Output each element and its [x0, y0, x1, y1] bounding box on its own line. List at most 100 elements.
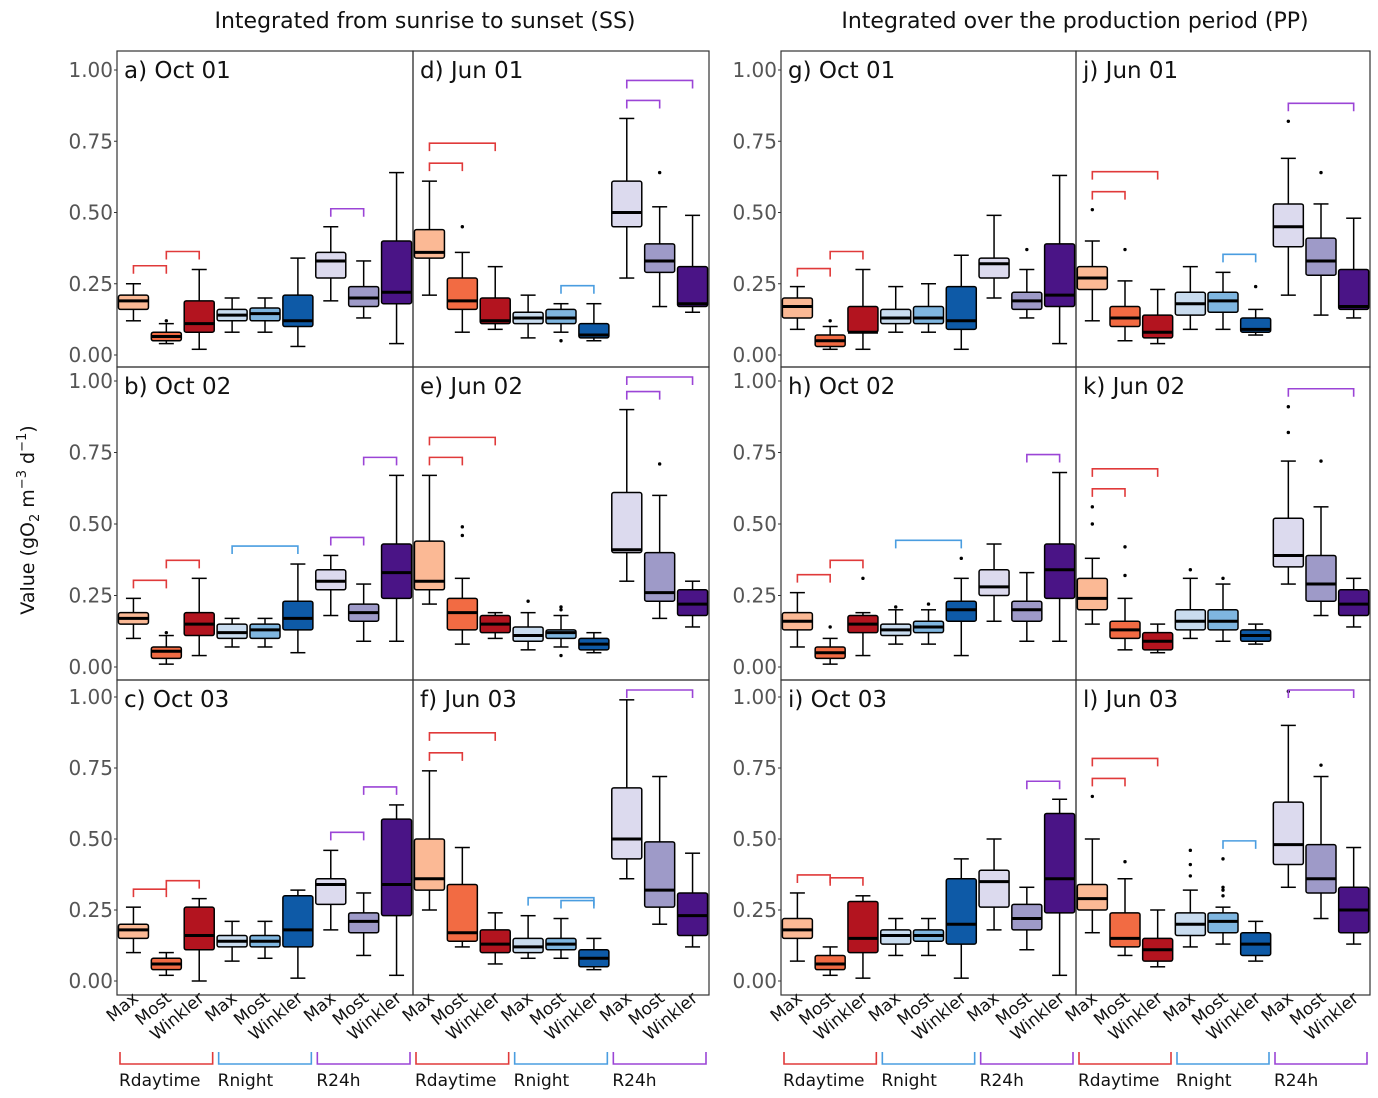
- outlier-point: [1286, 119, 1291, 124]
- outlier-point: [926, 602, 931, 606]
- y-tick-label: 0.25: [68, 898, 113, 922]
- outlier-point: [460, 533, 465, 538]
- box: [282, 895, 314, 948]
- significance-bracket: [1091, 468, 1159, 477]
- outlier-point: [1090, 794, 1095, 799]
- box: [1076, 577, 1109, 611]
- significance-bracket: [625, 79, 694, 89]
- outlier-point: [460, 225, 465, 229]
- panel-label: f) Jun 03: [420, 687, 517, 713]
- outlier-point: [1221, 894, 1225, 898]
- box: [1043, 243, 1076, 308]
- box: [611, 491, 643, 554]
- box: [676, 265, 709, 308]
- outlier-point: [657, 170, 662, 175]
- box: [847, 305, 879, 333]
- significance-bracket: [625, 689, 694, 698]
- outlier-point: [1188, 874, 1193, 878]
- significance-bracket: [362, 786, 398, 795]
- y-tick-label: 1.00: [68, 369, 113, 393]
- y-tick-label: 0.50: [68, 201, 113, 225]
- group-label: Rdaytime: [119, 1071, 201, 1091]
- outlier-point: [1319, 170, 1323, 175]
- group-label: R24h: [980, 1071, 1024, 1091]
- outlier-point: [559, 339, 563, 343]
- box: [282, 294, 314, 328]
- significance-bracket: [625, 99, 661, 109]
- significance-bracket: [1026, 453, 1061, 463]
- panel-label: g) Oct 01: [788, 58, 895, 84]
- box: [1305, 554, 1337, 602]
- panel-label: d) Jun 01: [420, 58, 523, 84]
- panel-label: i) Oct 03: [788, 687, 887, 713]
- panels-layer: a) Oct 01 1.00 0.75 0.50 0.25 0.00 b) Oct 02 1.…: [68, 50, 1371, 1091]
- significance-bracket: [428, 142, 497, 152]
- outlier-point: [1188, 862, 1193, 867]
- box: [1305, 843, 1337, 894]
- box: [413, 838, 446, 891]
- y-tick-label: 0.75: [732, 441, 777, 465]
- y-tick-label: 1.00: [732, 58, 777, 82]
- significance-bracket: [829, 250, 864, 260]
- box: [847, 900, 879, 954]
- outlier-point: [460, 525, 465, 529]
- box: [413, 540, 446, 591]
- y-tick-label: 1.00: [68, 685, 113, 709]
- significance-bracket: [1091, 757, 1159, 767]
- panel-label: b) Oct 02: [124, 374, 231, 400]
- box: [1305, 237, 1337, 276]
- box: [282, 600, 314, 631]
- y-axis-label: Value (gO2 m−3 d−1): [15, 425, 43, 614]
- box: [978, 257, 1010, 279]
- significance-bracket: [625, 376, 694, 385]
- y-tick-label: 0.00: [68, 969, 113, 993]
- y-tick-label: 0.25: [732, 272, 777, 296]
- significance-bracket: [428, 752, 464, 761]
- y-tick-label: 0.50: [732, 201, 777, 225]
- y-tick-label: 0.75: [68, 756, 113, 780]
- group-label: R24h: [316, 1071, 360, 1091]
- y-tick-label: 0.00: [732, 969, 777, 993]
- outlier-point: [164, 630, 169, 635]
- y-tick-label: 0.00: [732, 343, 777, 367]
- significance-bracket: [231, 545, 299, 555]
- significance-bracket: [1091, 170, 1159, 180]
- group-bracket: [979, 1052, 1074, 1065]
- outlier-point: [1319, 763, 1323, 767]
- significance-bracket: [165, 879, 201, 889]
- y-tick-label: 0.25: [68, 584, 113, 608]
- group-label: Rnight: [881, 1071, 937, 1091]
- box: [479, 297, 511, 325]
- significance-bracket: [1091, 190, 1126, 200]
- outlier-point: [1221, 857, 1225, 861]
- group-bracket: [1176, 1052, 1270, 1065]
- significance-bracket: [894, 539, 963, 549]
- y-tick-label: 0.25: [732, 584, 777, 608]
- outlier-point: [1188, 568, 1193, 572]
- outlier-point: [1221, 576, 1225, 581]
- box: [643, 243, 676, 274]
- box: [978, 569, 1010, 597]
- y-tick-label: 0.25: [68, 272, 113, 296]
- y-tick-label: 0.50: [68, 827, 113, 851]
- y-tick-label: 0.50: [732, 512, 777, 536]
- outlier-point: [1221, 885, 1225, 889]
- group-label: Rdaytime: [1078, 1071, 1160, 1091]
- box: [183, 300, 215, 333]
- group-bracket: [783, 1052, 878, 1065]
- outlier-point: [1025, 247, 1029, 252]
- group-label: Rdaytime: [783, 1071, 865, 1091]
- box: [315, 251, 347, 279]
- outlier-point: [526, 599, 530, 603]
- significance-bracket: [1091, 488, 1126, 497]
- outlier-point: [894, 605, 898, 609]
- group-bracket: [1274, 1052, 1368, 1065]
- box: [1141, 314, 1174, 339]
- box: [945, 878, 978, 945]
- box: [380, 818, 413, 917]
- y-tick-label: 0.75: [68, 441, 113, 465]
- panel-frame: [1075, 679, 1371, 996]
- group-label: Rnight: [218, 1071, 274, 1091]
- panel-label: k) Jun 02: [1083, 374, 1185, 400]
